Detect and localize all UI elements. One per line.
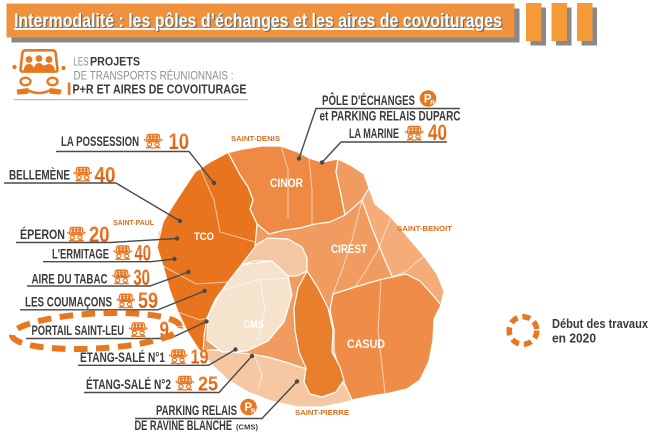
svg-text:40: 40 — [135, 241, 152, 266]
svg-text:L'ERMITAGE: L'ERMITAGE — [52, 246, 109, 262]
svg-text:30: 30 — [133, 265, 150, 290]
svg-text:PÔLE D'ÉCHANGES: PÔLE D'ÉCHANGES — [322, 91, 415, 108]
svg-text:25: 25 — [198, 373, 218, 396]
svg-text:SAINT-PAUL: SAINT-PAUL — [113, 218, 154, 227]
svg-text:ÉTANG-SALÉ N°2: ÉTANG-SALÉ N°2 — [86, 376, 171, 392]
svg-text:PROJETS: PROJETS — [90, 55, 140, 69]
svg-text:PARKING RELAIS: PARKING RELAIS — [156, 402, 237, 418]
svg-text:TCO: TCO — [194, 231, 214, 243]
svg-text:LA POSSESSION: LA POSSESSION — [61, 133, 139, 149]
svg-text:SAINT-DENIS: SAINT-DENIS — [231, 134, 280, 143]
svg-text:Intermodalité : les pôles d’éc: Intermodalité : les pôles d’échanges et … — [14, 10, 502, 32]
svg-text:SAINT-PIERRE: SAINT-PIERRE — [295, 408, 349, 417]
svg-text:CIREST: CIREST — [331, 244, 367, 256]
svg-text:DE RAVINE BLANCHE: DE RAVINE BLANCHE — [135, 417, 233, 433]
svg-text:AIRE DU TABAC: AIRE DU TABAC — [32, 271, 108, 287]
svg-text:en 2020: en 2020 — [552, 331, 596, 346]
svg-text:40: 40 — [95, 163, 116, 188]
svg-text:10: 10 — [169, 129, 190, 154]
svg-text:19: 19 — [191, 346, 209, 369]
svg-text:59: 59 — [138, 288, 158, 313]
svg-text:SAINT-BENOIT: SAINT-BENOIT — [397, 224, 452, 233]
svg-text:(CMS): (CMS) — [236, 423, 258, 432]
svg-text:PORTAIL SAINT-LEU: PORTAIL SAINT-LEU — [32, 322, 125, 338]
svg-text:ÉPERON: ÉPERON — [20, 226, 65, 242]
svg-text:et PARKING RELAIS DUPARC: et PARKING RELAIS DUPARC — [320, 108, 461, 124]
svg-text:LA MARINE: LA MARINE — [349, 125, 399, 141]
svg-text:LES: LES — [74, 55, 89, 69]
svg-text:20: 20 — [89, 222, 110, 247]
svg-text:DE TRANSPORTS RÉUNIONNAIS :: DE TRANSPORTS RÉUNIONNAIS : — [74, 68, 234, 83]
svg-text:Début des travaux: Début des travaux — [552, 316, 649, 331]
svg-text:P+R ET AIRES DE COVOITURAGE: P+R ET AIRES DE COVOITURAGE — [73, 82, 247, 97]
svg-text:Intermodalité : les pôles d’éc: Intermodalité : les pôles d’échanges et … — [15, 11, 503, 33]
svg-text:LES COUMAÇONS: LES COUMAÇONS — [25, 294, 112, 310]
svg-text:CINOR: CINOR — [270, 178, 304, 190]
svg-text:40: 40 — [428, 120, 447, 145]
svg-text:CASUD: CASUD — [347, 339, 385, 351]
svg-text:BELLEMÈNE: BELLEMÈNE — [9, 167, 70, 183]
svg-text:ÉTANG-SALÉ N°1: ÉTANG-SALÉ N°1 — [80, 349, 165, 365]
svg-text:CMS: CMS — [243, 319, 264, 331]
svg-text:9: 9 — [160, 317, 170, 342]
